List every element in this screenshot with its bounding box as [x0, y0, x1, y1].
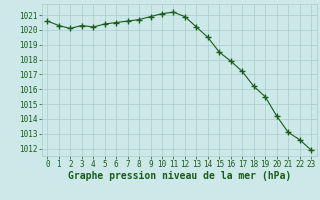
- X-axis label: Graphe pression niveau de la mer (hPa): Graphe pression niveau de la mer (hPa): [68, 171, 291, 181]
